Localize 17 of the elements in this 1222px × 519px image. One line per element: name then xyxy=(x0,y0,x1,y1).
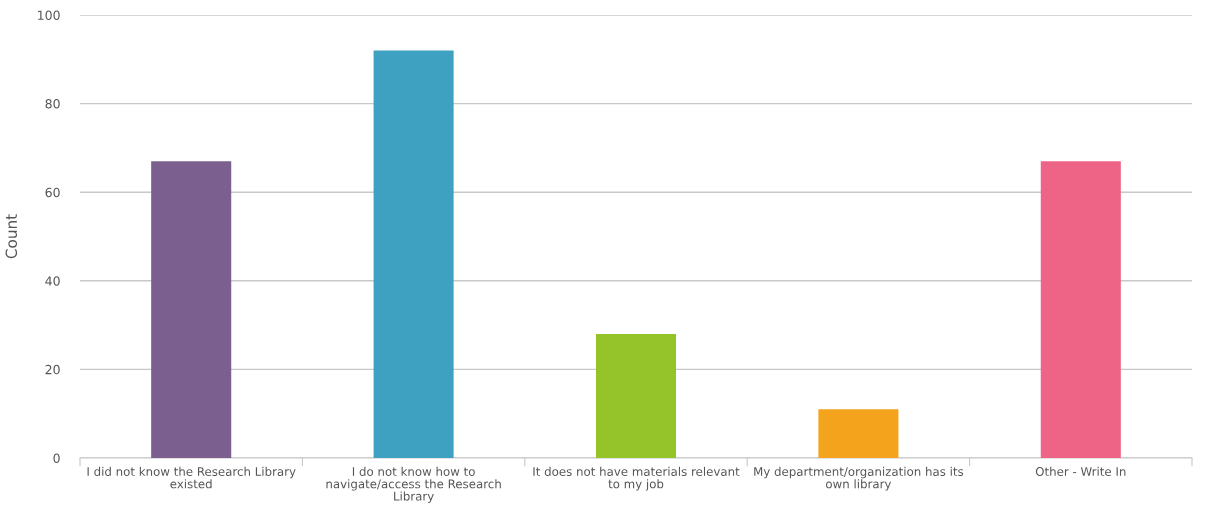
y-tick-label: 0 xyxy=(53,453,60,463)
bar xyxy=(1040,161,1121,458)
y-tick-label: 60 xyxy=(45,187,60,198)
y-axis-title: Count xyxy=(5,214,18,259)
bar xyxy=(595,333,677,458)
y-tick-label: 20 xyxy=(45,364,60,375)
bar xyxy=(151,161,232,458)
y-tick-label: 80 xyxy=(45,99,60,109)
x-tick-label: My department/organization has its own library xyxy=(754,466,964,491)
x-tick-label: I did not know the Research Library existed xyxy=(87,466,296,489)
y-tick-label: 40 xyxy=(45,276,60,286)
x-tick-label: It does not have materials relevant to my job xyxy=(533,466,740,491)
y-tick-label: 100 xyxy=(38,10,60,20)
x-tick-label: I do not know how to navigate/access the Research Library xyxy=(326,466,501,503)
bar xyxy=(373,50,454,458)
x-tick-label: Other - Write In xyxy=(1035,466,1126,476)
bar xyxy=(818,409,899,458)
